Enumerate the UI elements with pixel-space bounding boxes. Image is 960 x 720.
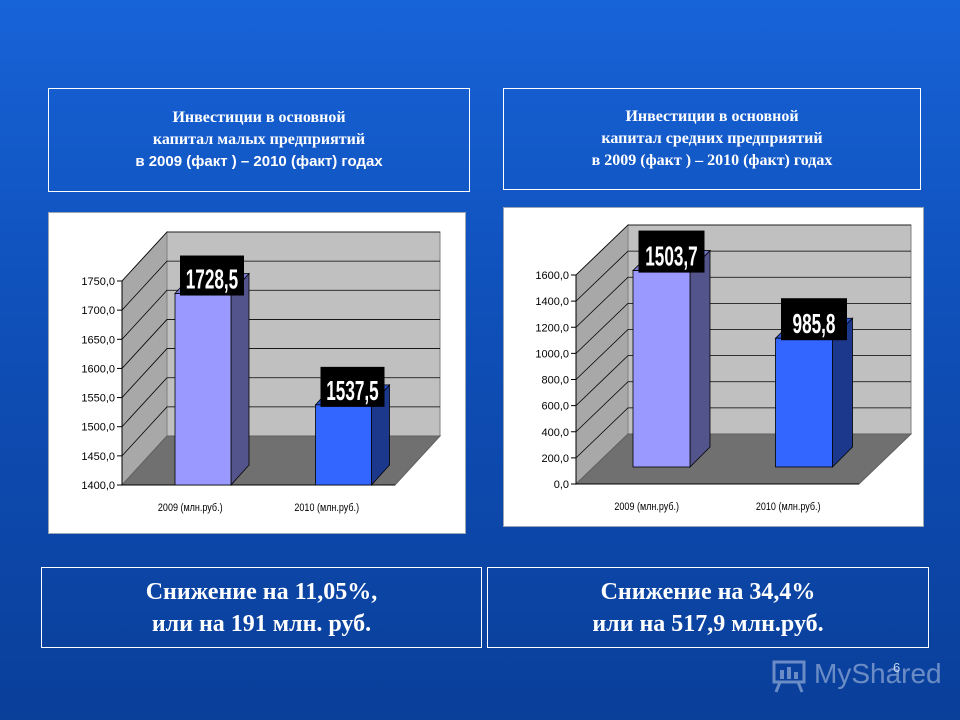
y-tick-label: 800,0 (541, 375, 569, 387)
gridline (575, 276, 911, 328)
bar-side (230, 272, 250, 487)
data-label: 1503,7 (645, 240, 697, 271)
gridline (121, 231, 440, 282)
bar (315, 404, 372, 486)
gridline (121, 289, 440, 340)
right-title-line1: Инвестиции в основной (625, 108, 799, 125)
left-chart-panel: 1400,0 1450,0 1500,0 1550,0 1600,0 1650,0 1700… (48, 212, 466, 534)
bar-side (832, 317, 853, 468)
chart-floor (574, 433, 913, 485)
y-tick-label: 1700,0 (81, 305, 115, 317)
x-category-label: 2010 (млн.руб.) (294, 501, 359, 514)
y-tick-label: 1750,0 (81, 276, 115, 288)
data-label: 1728,5 (186, 263, 239, 294)
data-label: 985,8 (793, 308, 836, 339)
gridline (121, 348, 440, 398)
y-tick-label: 1000,0 (535, 348, 569, 360)
left-title-line2: капитал малых предприятий (152, 131, 366, 148)
right-bar-chart: 0,0 200,0 400,0 600,0 800,0 1000,0 1200,0 1400,… (535, 223, 913, 513)
watermark-logo: MyShared (770, 656, 942, 696)
data-label-box (320, 366, 385, 407)
presentation-board-icon (772, 660, 806, 693)
x-category-label: 2009 (млн.руб.) (158, 501, 223, 514)
left-title-line3: в 2009 (факт ) – 2010 (факт) годах (135, 153, 383, 170)
y-tick-label: 1400,0 (81, 480, 115, 492)
left-summary: Снижение на 11,05%, или на 191 млн. руб. (41, 567, 482, 648)
y-tick-label: 200,0 (541, 453, 569, 465)
x-category-label: 2010 (млн.руб.) (756, 500, 821, 513)
y-tick-label: 1600,0 (81, 363, 115, 375)
gridline (575, 250, 911, 302)
y-tick-label: 600,0 (541, 401, 569, 413)
bar (775, 337, 833, 468)
y-tick-label: 1650,0 (81, 334, 115, 346)
y-tick-label: 1500,0 (81, 422, 115, 434)
y-tick-label: 1550,0 (81, 393, 115, 405)
bar (174, 293, 232, 486)
left-chart-title: Инвестиции в основной капитал малых пред… (48, 88, 470, 192)
right-summary-line2: или на 517,9 млн.руб. (592, 610, 824, 637)
right-title-line3: в 2009 (факт ) – 2010 (факт) годах (591, 152, 833, 169)
y-tick-label: 1200,0 (535, 322, 569, 334)
right-chart-panel: 0,0 200,0 400,0 600,0 800,0 1000,0 1200,0 1400,… (503, 207, 924, 527)
data-label-box (180, 255, 244, 296)
y-tick-label: 1400,0 (535, 296, 569, 308)
gridline (121, 260, 440, 311)
chart-floor (120, 435, 442, 486)
right-summary-line1: Снижение на 34,4% (600, 578, 816, 605)
right-summary: Снижение на 34,4% или на 517,9 млн.руб. (487, 567, 929, 648)
y-tick-label: 1600,0 (535, 270, 569, 282)
data-label-box (781, 298, 847, 341)
gridline (121, 319, 440, 369)
page-number: 6 (893, 660, 901, 675)
data-label: 1537,5 (326, 375, 379, 406)
bar-side (689, 249, 711, 468)
left-bar-chart: 1400,0 1450,0 1500,0 1550,0 1600,0 1650,0 1700… (81, 230, 442, 514)
right-chart-title: Инвестиции в основной капитал средних пр… (503, 88, 921, 190)
right-title-line2: капитал средних предприятий (601, 130, 823, 147)
watermark-text: MyShared (814, 658, 942, 689)
left-summary-line1: Снижение на 11,05%, (145, 578, 378, 605)
left-title-line1: Инвестиции в основной (172, 109, 346, 126)
gridline (575, 224, 911, 276)
y-tick-label: 1450,0 (81, 451, 115, 463)
x-category-label: 2009 (млн.руб.) (614, 500, 679, 513)
y-tick-label: 400,0 (541, 427, 569, 439)
y-tick-label: 0,0 (554, 479, 569, 491)
left-summary-line2: или на 191 млн. руб. (151, 610, 372, 637)
data-label-box (638, 230, 705, 273)
bar (632, 270, 691, 468)
